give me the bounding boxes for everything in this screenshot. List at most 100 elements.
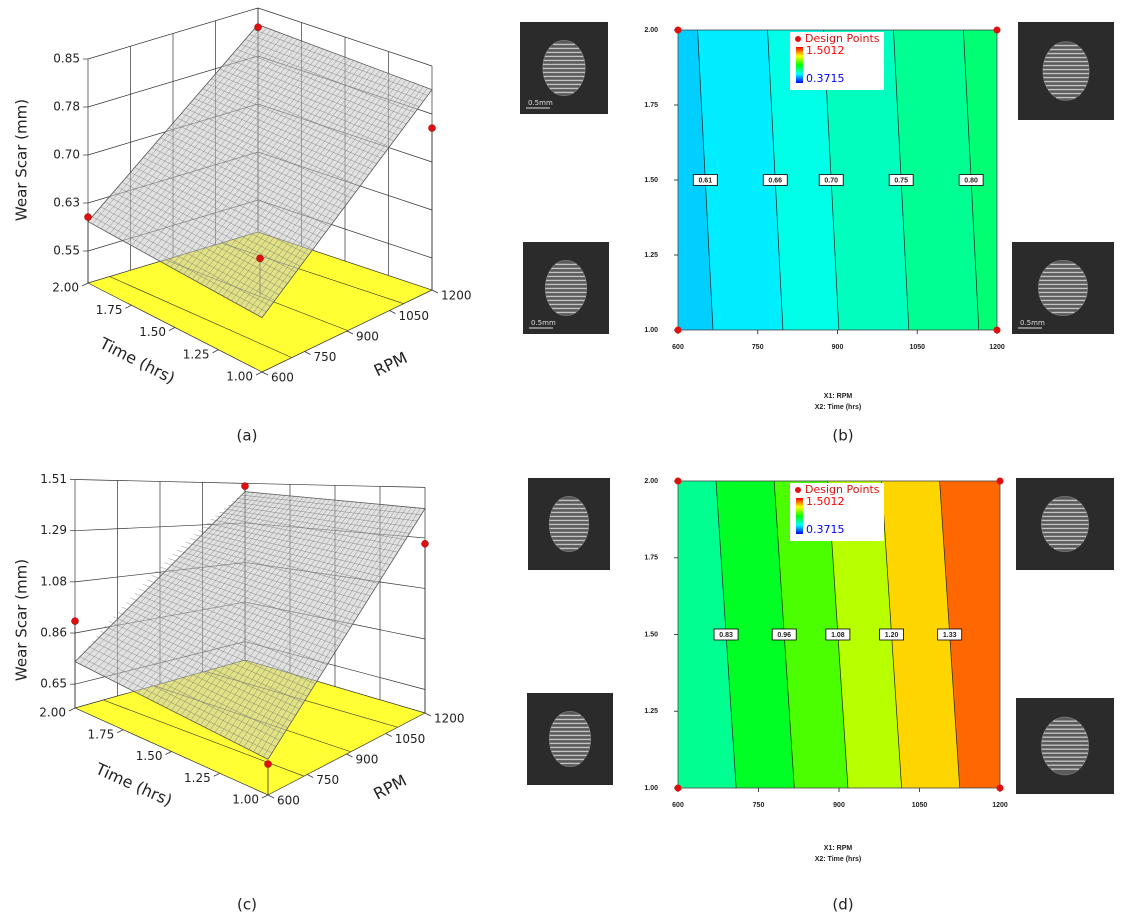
design-point (242, 483, 249, 490)
y-tick (117, 730, 123, 733)
z-axis-title: Wear Scar (mm) (13, 559, 31, 681)
y-tick-label: 2.00 (52, 281, 79, 295)
x-tick-label: 1200 (989, 344, 1005, 351)
design-point (265, 761, 272, 768)
y-tick-label: 1.50 (136, 749, 163, 763)
x-tick-label: 1200 (434, 712, 465, 726)
design-point (994, 327, 1001, 334)
page: 0.55 0.63 0.70 0.78 0.85 1.00 1.25 1.50 1.75 2.00… (0, 0, 1130, 915)
y-tick (213, 350, 219, 353)
y-axis-title: Time (hrs) (96, 333, 178, 388)
x-tick-label: 1050 (399, 309, 430, 323)
design-point (85, 214, 92, 221)
y-tick (262, 795, 268, 798)
colorbar-min: 0.3715 (806, 72, 845, 85)
z-tick-label: 1.08 (40, 574, 67, 588)
x-tick-label: 900 (832, 344, 844, 351)
contour-label: 0.61 (698, 177, 712, 184)
design-point (675, 478, 682, 485)
contour-label: 1.08 (831, 632, 845, 639)
x-axis-title: X1: RPM (824, 393, 853, 400)
design-point (72, 618, 79, 625)
scale-label: 0.5mm (531, 319, 556, 327)
wear-scar (1043, 42, 1089, 101)
y-tick (169, 328, 175, 331)
scale-label: 0.5mm (1020, 319, 1045, 327)
y-tick-label: 1.25 (644, 252, 658, 259)
design-point (255, 24, 262, 31)
y-tick-label: 1.50 (644, 177, 658, 184)
contour-label: 0.80 (964, 177, 978, 184)
x-tick-label: 600 (672, 344, 684, 351)
y-tick-label: 1.50 (139, 325, 166, 339)
y-tick-label: 1.25 (183, 347, 210, 361)
x-tick-label: 600 (277, 794, 300, 808)
x-axis-title: X1: RPM (824, 845, 853, 852)
x-tick (305, 352, 311, 355)
x-axis-title: RPM (371, 348, 410, 380)
design-point (675, 327, 682, 334)
y-tick-label: 2.00 (644, 478, 658, 485)
y-tick-label: 1.75 (96, 303, 123, 317)
y-tick (82, 283, 88, 286)
z-tick-label: 0.55 (53, 244, 80, 258)
contour-label: 0.70 (824, 177, 838, 184)
y-tick-label: 1.75 (88, 727, 115, 741)
x-tick-label: 900 (356, 753, 379, 767)
x-tick-label: 750 (753, 802, 765, 809)
colorbar (796, 498, 803, 534)
z-tick-label: 0.78 (53, 100, 80, 114)
y-tick-label: 1.00 (644, 327, 658, 334)
x-tick (347, 331, 353, 334)
x-tick-label: 600 (672, 802, 684, 809)
z-tick-label: 0.65 (40, 677, 67, 691)
z-tick-label: 1.29 (40, 523, 67, 537)
y-tick (69, 708, 75, 711)
caption: (d) (832, 896, 853, 914)
x-tick-label: 1050 (912, 802, 928, 809)
design-point (997, 785, 1004, 792)
x-tick-label: 750 (752, 344, 764, 351)
y-tick (166, 752, 172, 755)
z-tick-label: 0.63 (53, 196, 80, 210)
y-tick-label: 2.00 (644, 27, 658, 34)
legend-marker (795, 487, 801, 493)
x-tick-label: 900 (833, 802, 845, 809)
y-tick-label: 1.25 (184, 771, 211, 785)
contour-label: 1.33 (943, 632, 957, 639)
x-tick-label: 750 (314, 350, 337, 364)
z-tick-label: 0.70 (53, 148, 80, 162)
y-tick-label: 1.00 (226, 370, 253, 384)
design-point (257, 255, 264, 262)
x-tick-label: 1200 (992, 802, 1008, 809)
x-tick-label: 600 (271, 371, 294, 385)
contour-label: 1.20 (885, 632, 899, 639)
x-tick (268, 795, 274, 798)
x-tick-label: 1050 (909, 344, 925, 351)
contour-label: 0.83 (719, 632, 733, 639)
design-point (997, 478, 1004, 485)
y-tick-label: 2.00 (39, 706, 66, 720)
z-axis-title: Wear Scar (mm) (13, 99, 31, 221)
x-tick-label: 900 (356, 330, 379, 344)
colorbar-max: 1.5012 (806, 44, 845, 57)
x-tick (425, 713, 431, 716)
x-tick (432, 290, 438, 293)
colorbar-max: 1.5012 (806, 495, 845, 508)
y-tick (126, 305, 132, 308)
contour-label: 0.75 (894, 177, 908, 184)
y-tick-label: 1.00 (644, 785, 658, 792)
design-point (675, 785, 682, 792)
y-tick (214, 773, 220, 776)
y-axis-title: X2: Time (hrs) (815, 404, 862, 411)
y-tick-label: 1.00 (232, 793, 259, 807)
z-tick-label: 0.85 (53, 52, 80, 66)
y-tick (256, 372, 262, 375)
y-tick-label: 1.25 (644, 708, 658, 715)
colorbar-min: 0.3715 (806, 523, 845, 536)
z-tick-label: 0.86 (40, 626, 67, 640)
z-tick-label: 1.51 (40, 472, 67, 486)
legend-marker (795, 36, 801, 42)
colorbar (796, 47, 803, 83)
y-tick-label: 1.50 (644, 631, 658, 638)
